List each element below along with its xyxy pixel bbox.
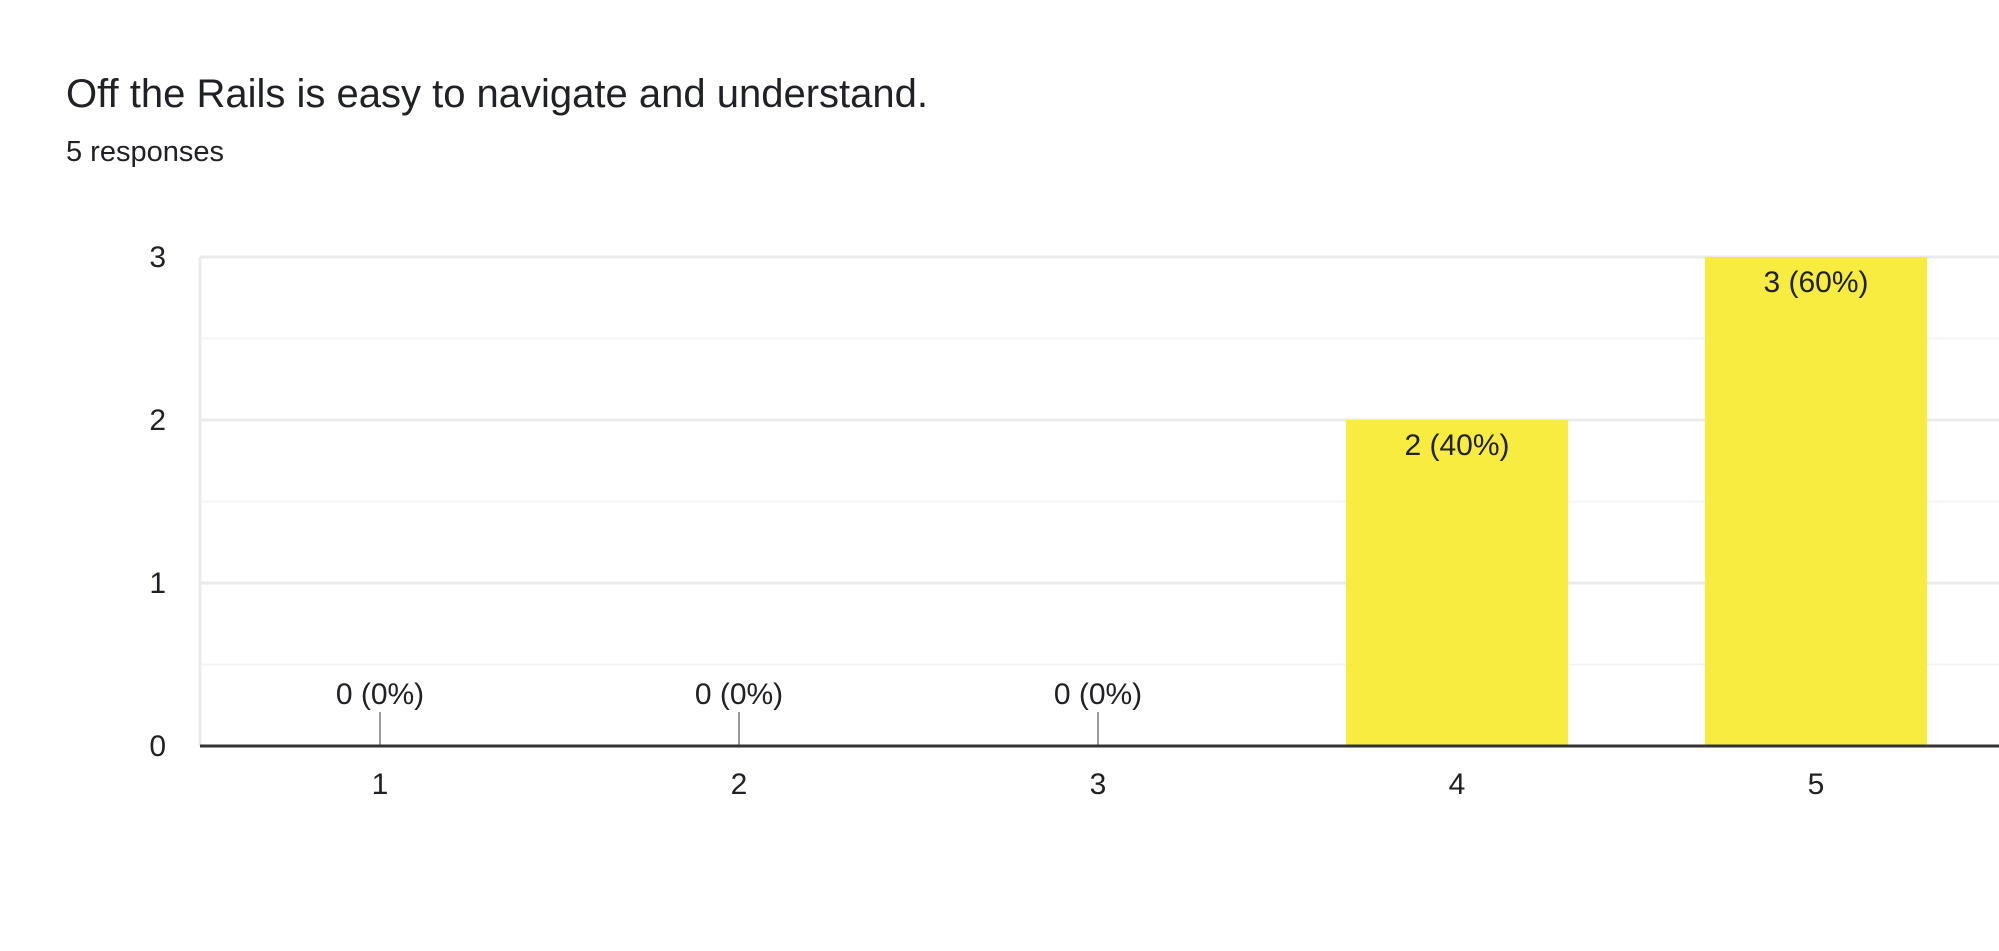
y-tick-label: 2 (149, 404, 166, 437)
x-tick-label-5: 5 (1808, 768, 1825, 801)
data-label-5: 3 (60%) (1763, 266, 1868, 299)
y-tick-label: 0 (149, 730, 166, 763)
question-title: Off the Rails is easy to navigate and un… (66, 72, 929, 116)
data-label-4: 2 (40%) (1404, 429, 1509, 462)
x-tick-label-4: 4 (1449, 768, 1466, 801)
x-tick-label-1: 1 (372, 768, 389, 801)
data-label-2: 0 (0%) (695, 678, 783, 711)
bar-4 (1346, 420, 1568, 746)
x-tick-label-2: 2 (731, 768, 748, 801)
data-label-3: 0 (0%) (1054, 678, 1142, 711)
bar-5 (1705, 257, 1927, 746)
response-count: 5 responses (66, 136, 224, 168)
y-tick-label: 1 (149, 567, 166, 600)
y-tick-label: 3 (149, 241, 166, 274)
x-tick-label-3: 3 (1090, 768, 1107, 801)
data-label-1: 0 (0%) (336, 678, 424, 711)
